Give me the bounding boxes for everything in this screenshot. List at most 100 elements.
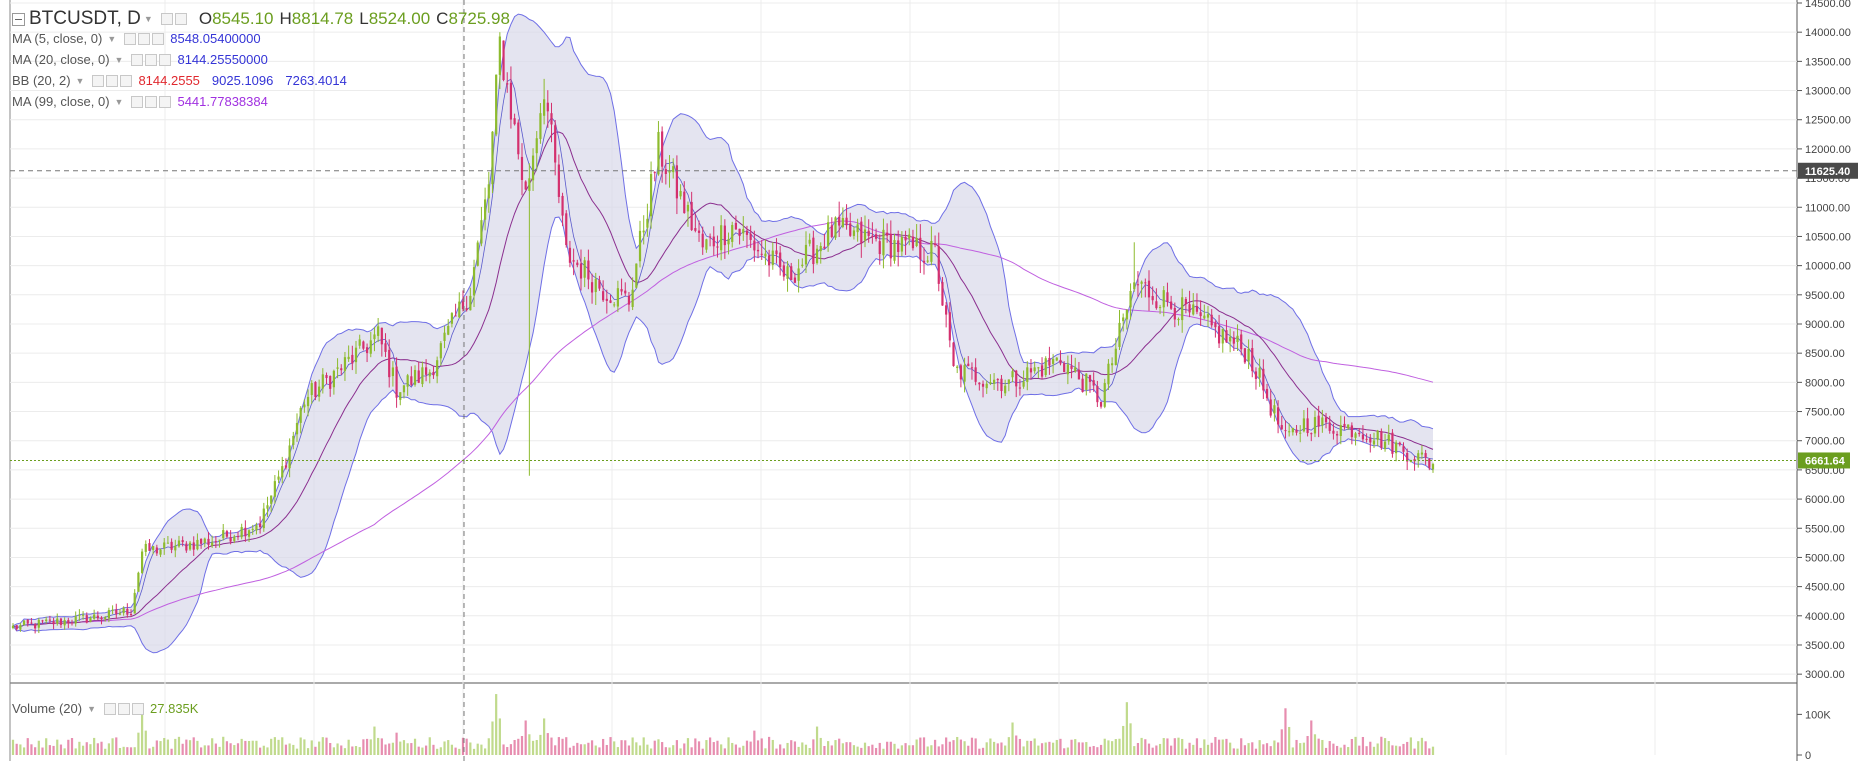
- volume-bar: [1033, 738, 1036, 755]
- eye-icon[interactable]: [124, 32, 137, 45]
- candle-body: [852, 230, 856, 236]
- candle-body: [638, 230, 642, 262]
- close-icon[interactable]: [159, 95, 172, 108]
- indicator-controls[interactable]: [92, 74, 133, 87]
- chevron-down-icon[interactable]: ▼: [114, 54, 124, 65]
- candle-body: [631, 289, 634, 307]
- candle-body: [886, 232, 889, 236]
- indicator-legend-bb[interactable]: BB (20, 2) ▼ 8144.2555 9025.1096 7263.401…: [12, 73, 347, 88]
- volume-bar: [1217, 739, 1221, 755]
- candle-body: [270, 495, 273, 504]
- settings-icon[interactable]: [145, 53, 158, 66]
- chevron-down-icon[interactable]: ▼: [143, 14, 153, 24]
- indicator-controls[interactable]: [124, 32, 165, 45]
- candle-body: [554, 125, 557, 163]
- candle-body: [1317, 415, 1320, 427]
- volume-bar: [1129, 723, 1132, 755]
- settings-icon[interactable]: [106, 74, 119, 87]
- candle-body: [1066, 364, 1069, 375]
- chevron-down-icon[interactable]: ▼: [87, 703, 97, 714]
- settings-icon[interactable]: [118, 702, 131, 715]
- candle-body: [203, 538, 206, 543]
- volume-bar: [1431, 746, 1435, 755]
- chevron-down-icon[interactable]: ▼: [114, 96, 124, 107]
- eye-icon[interactable]: [131, 53, 144, 66]
- indicator-legend-ma20[interactable]: MA (20, close, 0) ▼ 8144.25550000: [12, 52, 268, 67]
- candle-body: [845, 217, 848, 226]
- volume-bar: [690, 747, 693, 755]
- candle-body: [188, 542, 192, 550]
- volume-controls[interactable]: [104, 702, 145, 715]
- volume-bar: [148, 748, 151, 755]
- close-icon[interactable]: [159, 53, 172, 66]
- volume-label[interactable]: Volume (20): [12, 701, 83, 716]
- volume-bar: [299, 737, 302, 755]
- chevron-down-icon[interactable]: ▼: [75, 75, 85, 86]
- candle-body: [1081, 378, 1084, 392]
- volume-bar: [1306, 736, 1309, 755]
- price-tick-label: 14000.00: [1805, 27, 1851, 39]
- settings-icon[interactable]: [174, 13, 187, 25]
- indicator-legend-ma5[interactable]: MA (5, close, 0) ▼ 8548.05400000: [12, 31, 261, 46]
- indicator-label[interactable]: BB (20, 2): [12, 73, 71, 88]
- indicator-legend-ma99[interactable]: MA (99, close, 0) ▼ 5441.77838384: [12, 94, 268, 109]
- collapse-icon[interactable]: [12, 12, 25, 26]
- eye-icon[interactable]: [160, 13, 173, 25]
- close-icon[interactable]: [120, 74, 133, 87]
- volume-bar: [886, 741, 889, 755]
- volume-bar: [1192, 744, 1195, 755]
- volume-bar: [1398, 746, 1401, 755]
- volume-bar: [753, 730, 756, 755]
- volume-bar: [1380, 736, 1383, 755]
- candle-body: [1424, 453, 1427, 458]
- candle-body: [424, 367, 428, 375]
- volume-bar: [177, 736, 181, 755]
- chevron-down-icon[interactable]: ▼: [107, 33, 117, 44]
- candle-body: [247, 530, 251, 537]
- indicator-label[interactable]: MA (99, close, 0): [12, 94, 110, 109]
- candle-body: [627, 295, 631, 305]
- candle-body: [1280, 425, 1283, 430]
- open-label: O: [198, 9, 213, 28]
- volume-bar: [233, 745, 236, 755]
- volume-bar: [498, 718, 501, 755]
- price-tick-label: 3000.00: [1805, 669, 1845, 681]
- settings-icon[interactable]: [145, 95, 158, 108]
- candle-body: [1004, 385, 1007, 394]
- settings-icon[interactable]: [138, 32, 151, 45]
- volume-bar: [100, 741, 103, 755]
- volume-legend[interactable]: Volume (20) ▼ 27.835K: [12, 701, 198, 716]
- candle-body: [1118, 322, 1121, 347]
- close-icon[interactable]: [152, 32, 165, 45]
- eye-icon[interactable]: [104, 702, 117, 715]
- volume-bar: [845, 742, 848, 755]
- indicator-controls[interactable]: [131, 53, 172, 66]
- volume-bar: [738, 747, 741, 755]
- indicator-label[interactable]: MA (20, close, 0): [12, 52, 110, 67]
- candle-body: [956, 366, 959, 368]
- volume-bar: [74, 748, 77, 755]
- close-icon[interactable]: [132, 702, 145, 715]
- volume-bar: [1387, 741, 1390, 755]
- candle-body: [1114, 348, 1117, 365]
- candle-body: [85, 615, 88, 623]
- candle-body: [1347, 424, 1350, 429]
- eye-icon[interactable]: [131, 95, 144, 108]
- candle-body: [989, 382, 992, 384]
- indicator-label[interactable]: MA (5, close, 0): [12, 31, 103, 46]
- high-value: 8814.78: [291, 9, 354, 28]
- symbol-title[interactable]: BTCUSDT, D: [29, 8, 141, 29]
- volume-bar: [491, 721, 494, 755]
- series-controls[interactable]: [160, 13, 187, 25]
- candle-body: [590, 282, 594, 293]
- volume-bar: [1018, 738, 1022, 755]
- volume-bar: [1313, 734, 1317, 755]
- volume-bar: [347, 739, 350, 755]
- eye-icon[interactable]: [92, 74, 105, 87]
- volume-bar: [1111, 741, 1114, 755]
- indicator-controls[interactable]: [131, 95, 172, 108]
- candle-body: [517, 122, 520, 155]
- volume-bar: [373, 726, 376, 755]
- candle-body: [251, 528, 254, 530]
